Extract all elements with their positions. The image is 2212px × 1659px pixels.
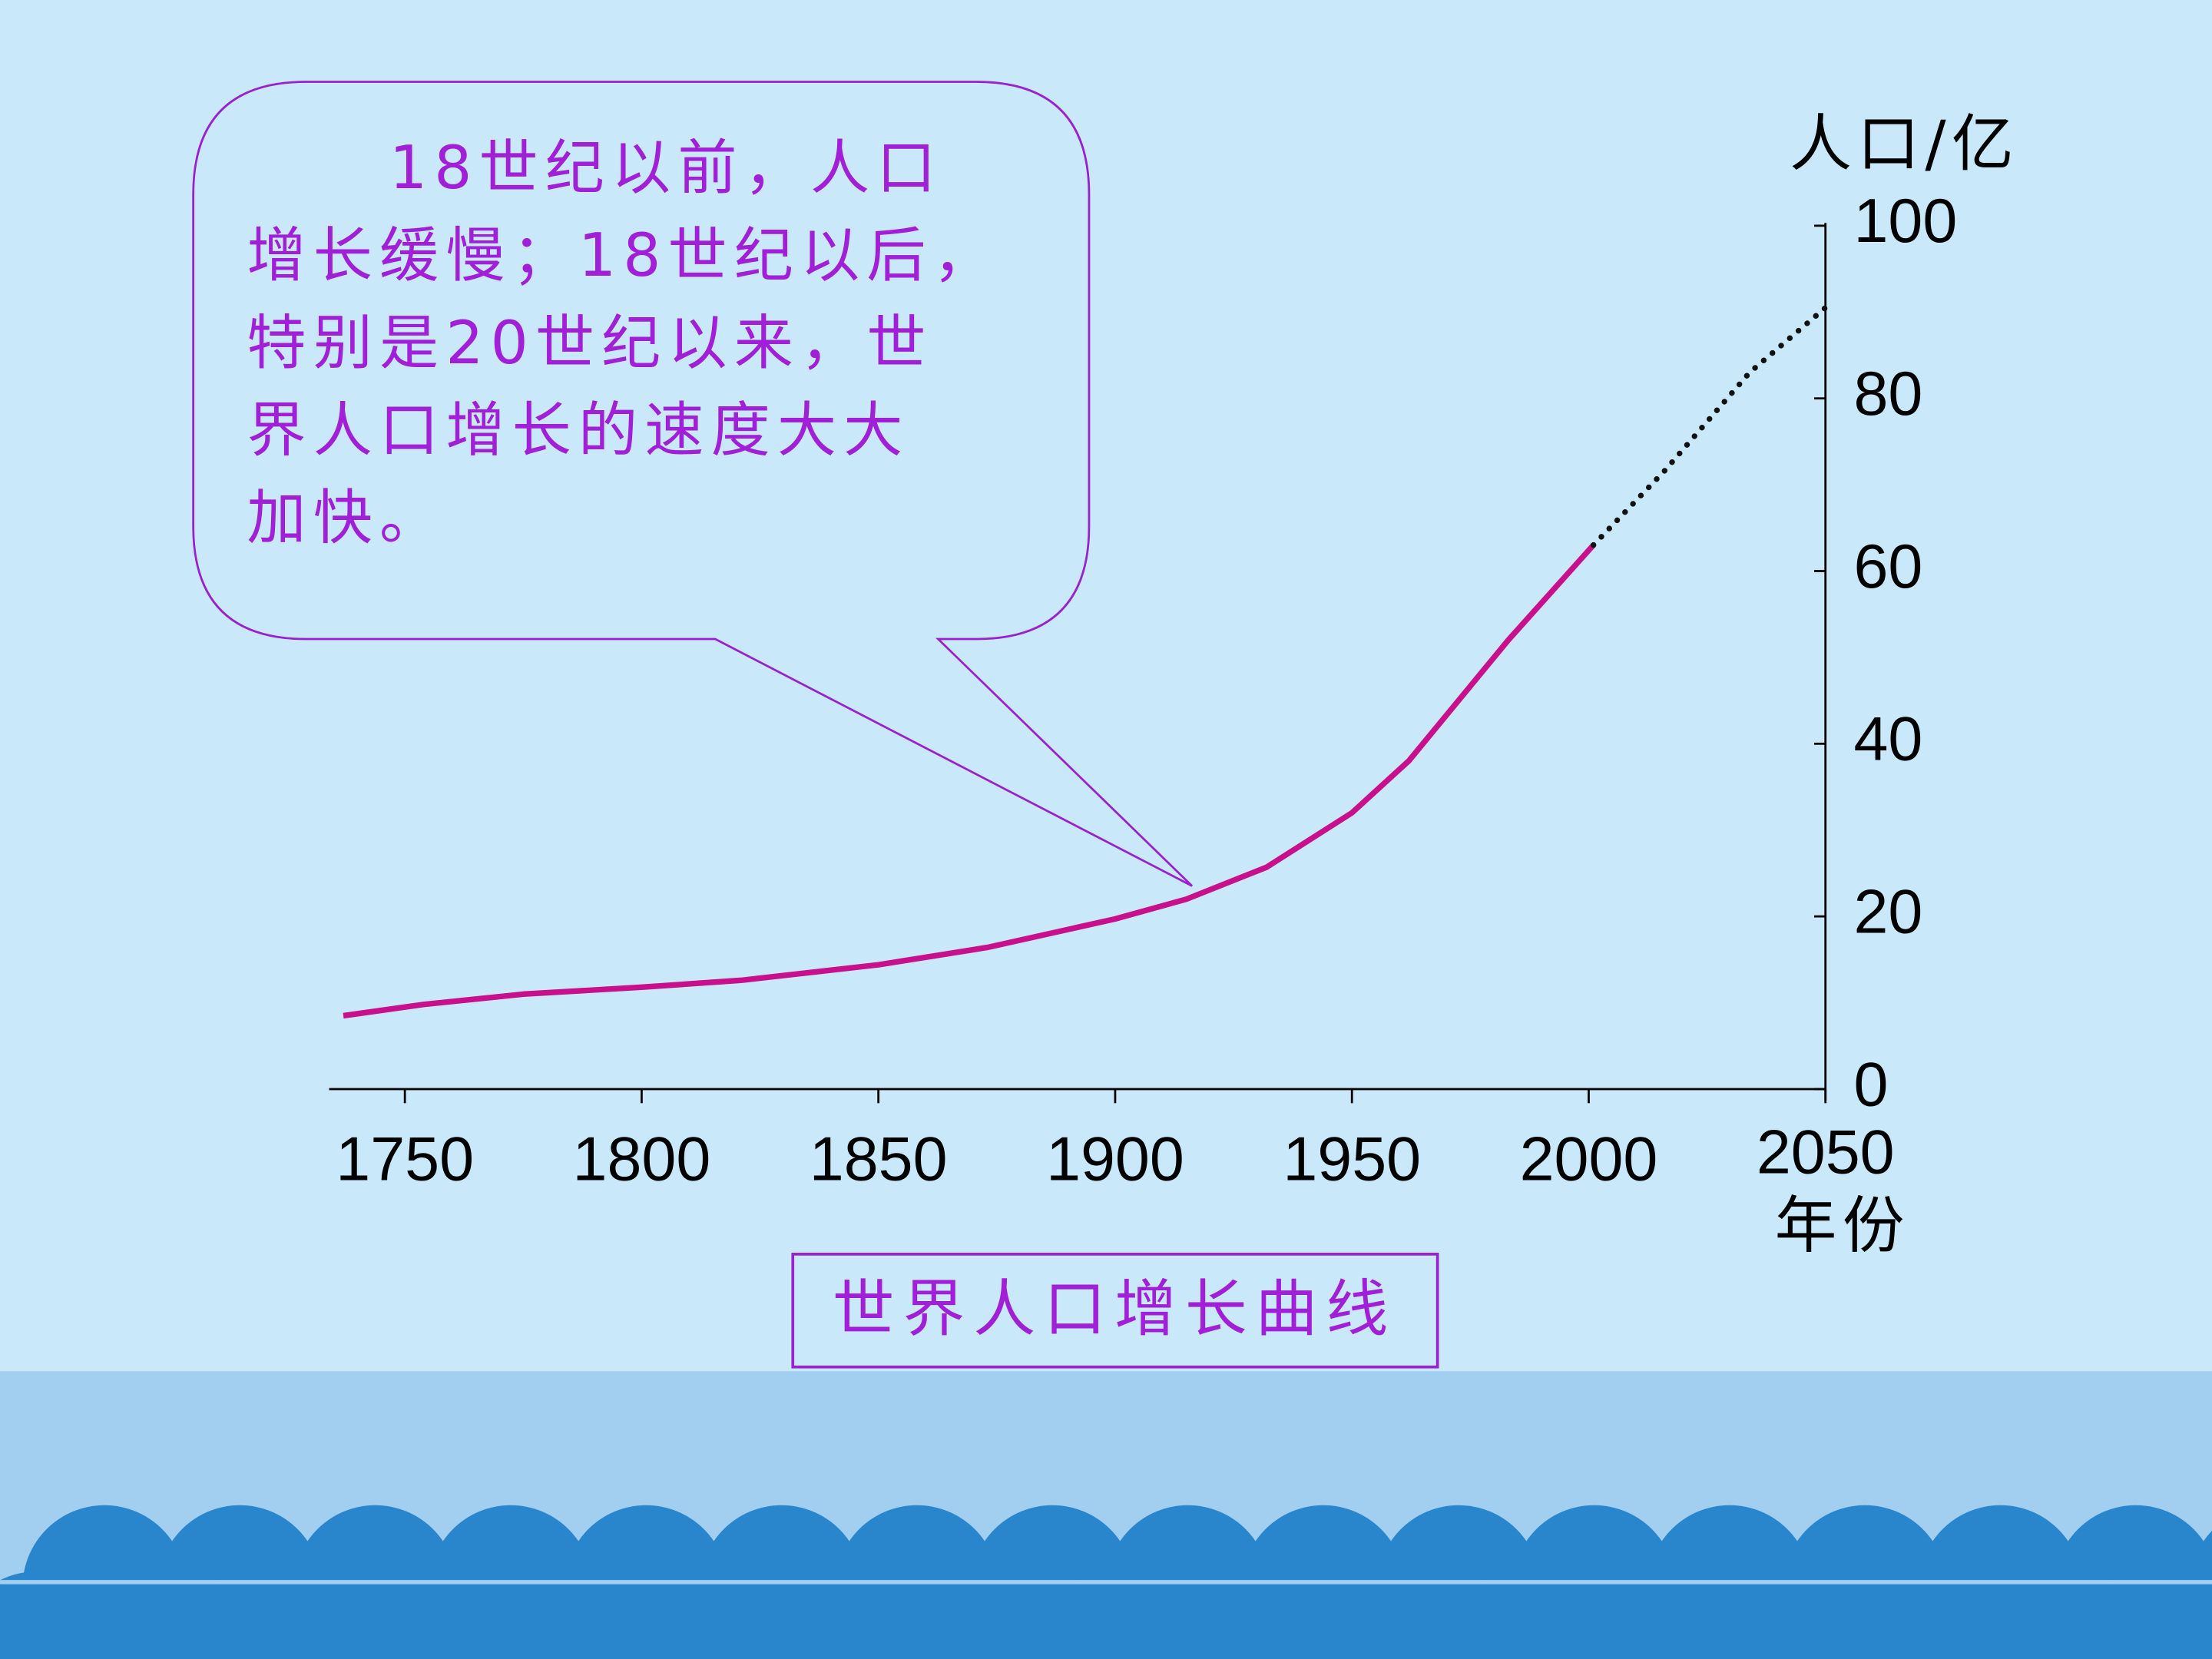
wave [1986, 1571, 2151, 1659]
wave [1444, 1571, 1608, 1659]
callout-line: 18世纪以前，人口 [389, 134, 943, 203]
waves [0, 1505, 2212, 1659]
wave [361, 1571, 525, 1659]
y-tick-label: 40 [1853, 705, 1922, 774]
y-tick-label: 0 [1853, 1050, 1888, 1119]
wave [2121, 1571, 2212, 1659]
wave [631, 1571, 796, 1659]
population-line [343, 543, 1596, 1019]
y-tick-label: 20 [1853, 877, 1922, 946]
wave [225, 1571, 389, 1659]
x-tick-label: 2050 [1757, 1118, 1895, 1187]
callout-line: 加快。 [247, 484, 445, 553]
y-axis-label: 人口/亿 [1790, 108, 2019, 180]
y-tick-label: 100 [1853, 187, 1957, 256]
x-tick-label: 2000 [1520, 1125, 1658, 1194]
callout-line: 增长缓慢；18世纪以后， [247, 221, 999, 290]
caption: 世界人口增长曲线 [833, 1273, 1397, 1346]
wave [1850, 1571, 2015, 1659]
callout-line: 界人口增长的速度大大 [247, 396, 909, 465]
wave [1174, 1571, 1338, 1659]
x-tick-label: 1900 [1046, 1125, 1184, 1194]
wave [1309, 1571, 1473, 1659]
wave [1038, 1571, 1202, 1659]
wave [0, 1571, 119, 1659]
wave [90, 1571, 254, 1659]
wave [1580, 1571, 1744, 1659]
x-axis-label: 年份 [1775, 1190, 1910, 1263]
x-tick-label: 1750 [336, 1125, 474, 1194]
callout-bubble [192, 81, 1194, 887]
wave-gap [0, 1580, 2212, 1584]
wave [767, 1571, 932, 1659]
y-tick-label: 80 [1853, 359, 1922, 429]
callout-line: 特别是20世纪以来，世 [247, 309, 932, 378]
wave [902, 1571, 1067, 1659]
y-tick-label: 60 [1853, 532, 1922, 601]
x-tick-label: 1850 [810, 1125, 948, 1194]
caption-box [791, 1253, 1439, 1369]
x-tick-label: 1800 [573, 1125, 711, 1194]
plot: 0 20 40 60 80 100 1750 1800 1850 1900 1950 2000 2050 [329, 187, 1957, 1194]
wave [1715, 1571, 1879, 1659]
wave [496, 1571, 661, 1659]
x-tick-label: 1950 [1283, 1125, 1421, 1194]
